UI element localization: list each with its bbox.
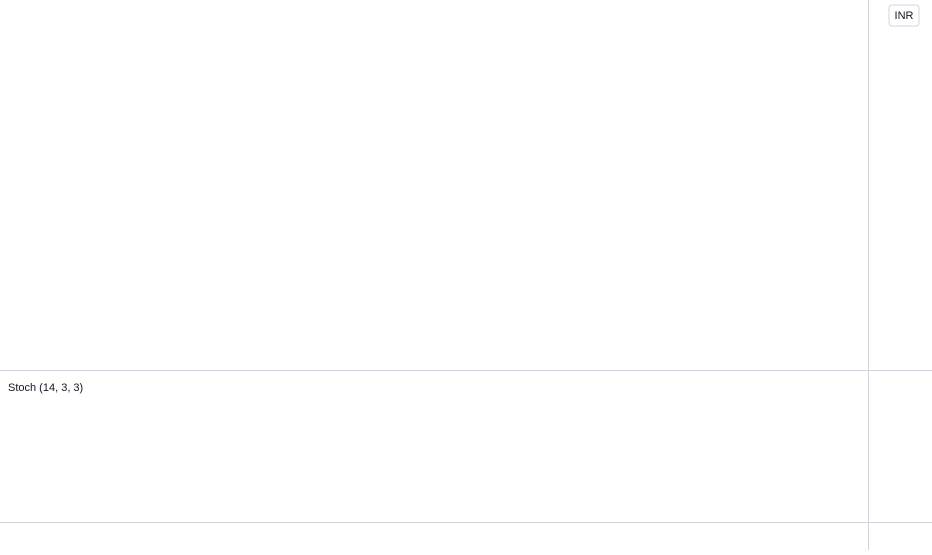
currency-label[interactable]: INR xyxy=(895,10,914,22)
indicator-title: Stoch (14, 3, 3) xyxy=(8,382,83,394)
currency-button[interactable] xyxy=(888,4,920,27)
